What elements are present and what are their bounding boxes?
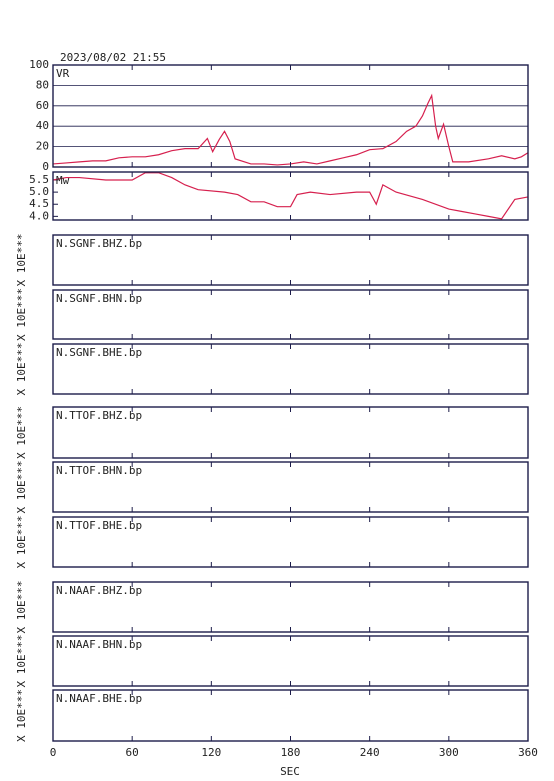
trace-ylabel: X 10E*** bbox=[15, 581, 28, 634]
y-tick-label: 40 bbox=[36, 119, 49, 132]
y-tick-label: 80 bbox=[36, 78, 49, 91]
trace-label: N.TTOF.BHZ.bp bbox=[56, 409, 142, 422]
trace-label: N.TTOF.BHE.bp bbox=[56, 519, 142, 532]
trace-label: N.NAAF.BHZ.bp bbox=[56, 584, 142, 597]
y-tick-label: 4.5 bbox=[29, 197, 49, 210]
y-tick-label: 0 bbox=[42, 160, 49, 173]
trace-ylabel: X 10E*** bbox=[15, 689, 28, 742]
x-tick-label: 360 bbox=[518, 746, 538, 759]
y-tick-label: 100 bbox=[29, 58, 49, 71]
trace-label: N.SGNF.BHN.bp bbox=[56, 292, 142, 305]
y-tick-label: 20 bbox=[36, 140, 49, 153]
x-tick-label: 300 bbox=[439, 746, 459, 759]
trace-label: N.SGNF.BHZ.bp bbox=[56, 237, 142, 250]
trace-label: N.TTOF.BHN.bp bbox=[56, 464, 142, 477]
trace-ylabel: X 10E*** bbox=[15, 288, 28, 341]
panel-label: Mw bbox=[56, 174, 70, 187]
trace-ylabel: X 10E*** bbox=[15, 343, 28, 396]
x-tick-label: 60 bbox=[126, 746, 139, 759]
trace-label: N.NAAF.BHE.bp bbox=[56, 692, 142, 705]
x-tick-label: 120 bbox=[201, 746, 221, 759]
panel-frame bbox=[52, 171, 529, 221]
chart-title: 2023/08/02 21:55 bbox=[60, 51, 166, 64]
x-tick-label: 240 bbox=[360, 746, 380, 759]
data-line bbox=[52, 93, 529, 166]
trace-ylabel: X 10E*** bbox=[15, 234, 28, 287]
y-tick-label: 4.0 bbox=[29, 209, 49, 222]
panel-label: VR bbox=[56, 67, 70, 80]
x-axis-label: SEC bbox=[280, 765, 300, 778]
data-line bbox=[52, 172, 529, 220]
x-tick-label: 0 bbox=[50, 746, 57, 759]
y-tick-label: 60 bbox=[36, 99, 49, 112]
trace-ylabel: X 10E*** bbox=[15, 635, 28, 688]
panel-frame bbox=[52, 64, 529, 168]
y-tick-label: 5.0 bbox=[29, 185, 49, 198]
trace-ylabel: X 10E*** bbox=[15, 461, 28, 514]
trace-ylabel: X 10E*** bbox=[15, 406, 28, 459]
y-tick-label: 5.5 bbox=[29, 173, 49, 186]
trace-label: N.SGNF.BHE.bp bbox=[56, 346, 142, 359]
trace-label: N.NAAF.BHN.bp bbox=[56, 638, 142, 651]
trace-ylabel: X 10E*** bbox=[15, 516, 28, 569]
x-tick-label: 180 bbox=[281, 746, 301, 759]
